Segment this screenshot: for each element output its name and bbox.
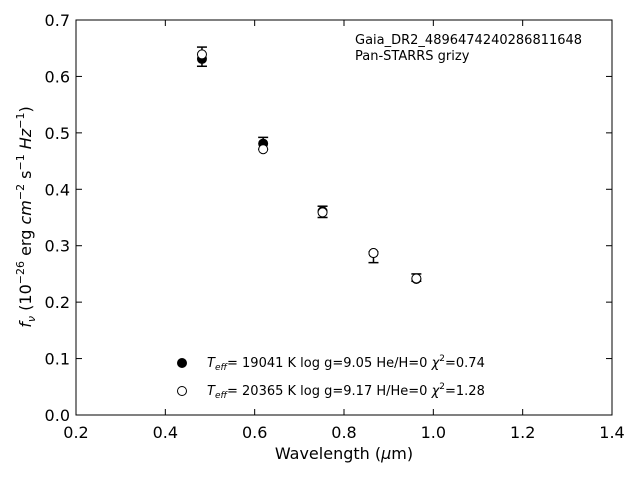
- x-tick-label: 0.2: [63, 423, 88, 442]
- x-tick-label: 0.6: [242, 423, 267, 442]
- data-point-open: [196, 49, 207, 60]
- x-tick-label: 0.4: [153, 423, 178, 442]
- legend-entry-1: Teff= 19041 K log g=9.05 He/H=0 χ2=0.74: [207, 354, 485, 373]
- data-point-open: [317, 207, 328, 218]
- x-tick-label: 1.4: [599, 423, 624, 442]
- marks-group: [196, 46, 422, 285]
- annotation-survey: Pan-STARRS grizy: [355, 49, 470, 64]
- x-tick-label: 0.8: [331, 423, 356, 442]
- y-tick-label: 0.1: [45, 350, 70, 369]
- y-tick-label: 0.3: [45, 237, 70, 256]
- legend: Teff= 19041 K log g=9.05 He/H=0 χ2=0.74 …: [177, 354, 485, 401]
- annotation-star-id: Gaia_DR2_4896474240286811648: [355, 33, 582, 48]
- x-tick-label: 1.2: [510, 423, 535, 442]
- x-tick-label: 1.0: [421, 423, 446, 442]
- legend-marker-open: [177, 386, 187, 396]
- legend-entry-2: Teff= 20365 K log g=9.17 H/He=0 χ2=1.28: [207, 382, 485, 401]
- data-point-open: [368, 248, 379, 259]
- y-tick-label: 0.0: [45, 406, 70, 425]
- y-tick-label: 0.7: [45, 11, 70, 30]
- y-tick-label: 0.5: [45, 124, 70, 143]
- x-axis-title: Wavelength (μm): [275, 444, 413, 463]
- y-tick-label: 0.6: [45, 67, 70, 86]
- y-tick-label: 0.4: [45, 180, 70, 199]
- data-point-open: [411, 273, 422, 284]
- tick-group: 0.2 0.4 0.6 0.8 1.0 1.2 1.4 0.0 0.1 0.2 0.3 0.4 0.5 0…: [45, 11, 625, 442]
- legend-marker-filled: [177, 358, 187, 368]
- y-tick-label: 0.2: [45, 293, 70, 312]
- data-point-open: [258, 144, 269, 155]
- y-axis-title: fν (10−26 erg cm−2 s−1 Hz−1): [14, 106, 38, 327]
